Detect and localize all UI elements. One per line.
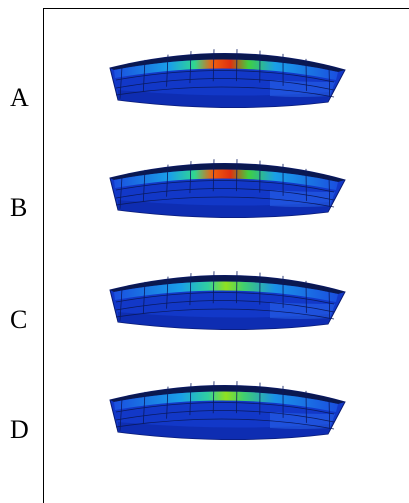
mesh-line [212, 49, 215, 82]
mesh-line [189, 383, 192, 416]
mesh-line [119, 288, 123, 321]
mesh-line [142, 59, 146, 92]
mesh-model [109, 381, 346, 441]
model-top-face [110, 163, 345, 182]
stress-band [114, 281, 338, 302]
mesh-line [236, 159, 238, 192]
stress-band [114, 169, 338, 190]
mesh-line [142, 391, 146, 424]
mesh-line [115, 180, 335, 193]
mesh-model [109, 49, 346, 109]
shade [118, 90, 330, 108]
shade [270, 412, 335, 429]
mesh-line [142, 281, 146, 314]
mesh-line [119, 176, 123, 209]
panel-label: D [10, 415, 29, 444]
mesh-line [212, 381, 215, 414]
model-top-face [110, 275, 345, 294]
mesh-line [115, 70, 335, 83]
mesh-line [236, 271, 238, 304]
mesh-line [166, 386, 169, 419]
mesh-line [119, 66, 123, 99]
panel-label: C [10, 305, 27, 334]
mesh-line [115, 292, 335, 305]
mesh-line [166, 54, 169, 87]
model-top-face [110, 385, 345, 404]
mesh-line [212, 159, 215, 192]
mesh-line [189, 161, 192, 194]
panel-label: B [10, 193, 27, 222]
mesh-line [166, 276, 169, 309]
mesh-line [328, 397, 331, 430]
mesh-line [328, 65, 331, 98]
model-top-face [110, 53, 345, 72]
shade [118, 200, 330, 218]
stress-band [114, 391, 338, 412]
stress-band [114, 59, 338, 80]
mesh-model [109, 271, 346, 331]
shade [118, 312, 330, 330]
mesh-line [189, 51, 192, 84]
mesh-line [328, 287, 331, 320]
shade [118, 422, 330, 440]
mesh-line [212, 271, 215, 304]
mesh-line [236, 381, 238, 414]
mesh-line [328, 175, 331, 208]
mesh-model [109, 159, 346, 219]
mesh-line [115, 402, 335, 415]
shade [270, 80, 335, 97]
mesh-line [142, 169, 146, 202]
mesh-line [236, 49, 238, 82]
panel-label: A [10, 83, 29, 112]
shade [270, 190, 335, 207]
mesh-line [166, 164, 169, 197]
shade [270, 302, 335, 319]
mesh-line [189, 273, 192, 306]
mesh-line [119, 398, 123, 431]
